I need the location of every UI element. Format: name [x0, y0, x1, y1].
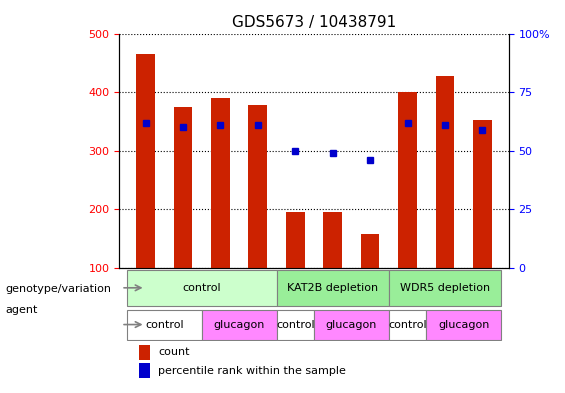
Bar: [323, 212, 342, 268]
Bar: [398, 92, 417, 268]
Bar: [249, 105, 267, 268]
Bar: [136, 54, 155, 268]
Text: control: control: [145, 320, 184, 330]
Text: control: control: [182, 283, 221, 293]
Bar: [361, 234, 380, 268]
Text: glucagon: glucagon: [214, 320, 265, 330]
Text: percentile rank within the sample: percentile rank within the sample: [158, 365, 346, 376]
Text: WDR5 depletion: WDR5 depletion: [400, 283, 490, 293]
Text: agent: agent: [6, 305, 38, 316]
Bar: [276, 270, 389, 306]
Bar: [314, 310, 389, 340]
Bar: [286, 212, 305, 268]
Text: control: control: [388, 320, 427, 330]
Bar: [211, 98, 230, 268]
Bar: [139, 363, 150, 378]
Bar: [127, 310, 202, 340]
Bar: [436, 76, 454, 268]
Bar: [139, 345, 150, 360]
Bar: [426, 310, 501, 340]
Bar: [202, 310, 276, 340]
Text: count: count: [158, 347, 190, 357]
Text: control: control: [276, 320, 315, 330]
Text: KAT2B depletion: KAT2B depletion: [287, 283, 378, 293]
Text: glucagon: glucagon: [438, 320, 489, 330]
Bar: [389, 310, 426, 340]
Text: glucagon: glucagon: [326, 320, 377, 330]
Bar: [173, 107, 192, 268]
Bar: [473, 121, 492, 268]
Text: genotype/variation: genotype/variation: [6, 284, 112, 294]
Title: GDS5673 / 10438791: GDS5673 / 10438791: [232, 15, 396, 30]
Bar: [127, 270, 276, 306]
Bar: [389, 270, 501, 306]
Bar: [276, 310, 314, 340]
